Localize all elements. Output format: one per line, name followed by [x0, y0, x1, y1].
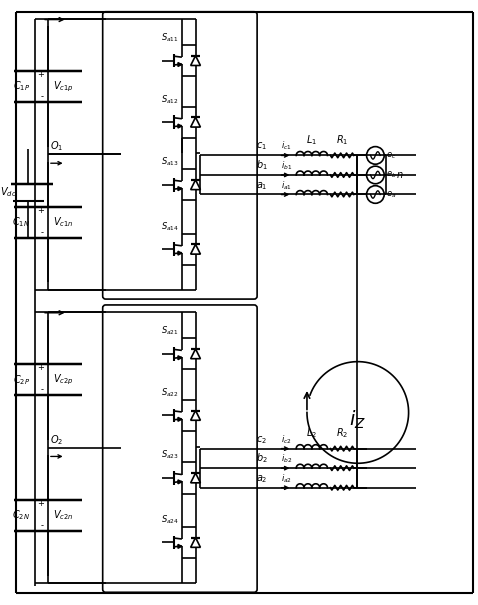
- Text: $a_2$: $a_2$: [256, 473, 268, 485]
- Text: $c_2$: $c_2$: [256, 434, 267, 446]
- Text: $i_{a1}$: $i_{a1}$: [281, 179, 292, 192]
- Polygon shape: [178, 356, 182, 360]
- Text: $R_2$: $R_2$: [336, 426, 348, 440]
- Polygon shape: [191, 473, 200, 483]
- Polygon shape: [178, 480, 182, 484]
- Text: $V_{c1n}$: $V_{c1n}$: [53, 215, 74, 229]
- Text: -: -: [41, 521, 44, 530]
- Text: $b_1$: $b_1$: [256, 159, 268, 172]
- FancyBboxPatch shape: [110, 310, 250, 587]
- Text: $b_2$: $b_2$: [256, 451, 268, 465]
- Text: $S_{a22}$: $S_{a22}$: [161, 386, 179, 399]
- Text: $S_{a21}$: $S_{a21}$: [161, 325, 179, 337]
- Polygon shape: [178, 417, 182, 421]
- Text: $V_{c1p}$: $V_{c1p}$: [53, 79, 74, 94]
- Text: +: +: [37, 70, 44, 79]
- Text: $O_2$: $O_2$: [50, 433, 63, 446]
- Polygon shape: [191, 411, 200, 420]
- Text: +: +: [37, 499, 44, 508]
- Text: $S_{a23}$: $S_{a23}$: [161, 449, 179, 462]
- Text: $c_1$: $c_1$: [256, 141, 267, 152]
- Text: $V_{dc}$: $V_{dc}$: [0, 186, 17, 200]
- Text: $O_1$: $O_1$: [50, 140, 63, 154]
- Text: $C_{1P}$: $C_{1P}$: [13, 80, 31, 93]
- Text: $e_c$: $e_c$: [386, 150, 396, 161]
- Text: $S_{a12}$: $S_{a12}$: [161, 93, 179, 105]
- Polygon shape: [191, 56, 200, 65]
- Text: $C_{2N}$: $C_{2N}$: [12, 509, 31, 523]
- FancyBboxPatch shape: [119, 22, 241, 289]
- Text: $a_1$: $a_1$: [256, 180, 268, 192]
- Text: $e_a$: $e_a$: [386, 189, 396, 200]
- Polygon shape: [178, 62, 182, 67]
- Text: $V_{c2p}$: $V_{c2p}$: [53, 373, 74, 387]
- Text: $i_{b1}$: $i_{b1}$: [281, 160, 292, 172]
- FancyBboxPatch shape: [103, 11, 257, 299]
- Text: $C_{1N}$: $C_{1N}$: [12, 215, 31, 229]
- Polygon shape: [191, 244, 200, 254]
- Text: $i_{c2}$: $i_{c2}$: [281, 433, 291, 446]
- Text: $S_{a24}$: $S_{a24}$: [161, 513, 179, 526]
- Polygon shape: [191, 349, 200, 359]
- Polygon shape: [178, 187, 182, 191]
- Polygon shape: [178, 124, 182, 128]
- Text: $i_Z$: $i_Z$: [349, 409, 366, 431]
- Polygon shape: [178, 251, 182, 255]
- FancyBboxPatch shape: [103, 305, 257, 592]
- FancyBboxPatch shape: [110, 16, 250, 294]
- Polygon shape: [178, 544, 182, 548]
- Text: $R_1$: $R_1$: [336, 133, 348, 146]
- Text: $i_{c1}$: $i_{c1}$: [281, 140, 291, 152]
- Text: +: +: [37, 206, 44, 215]
- Text: $n$: $n$: [396, 170, 403, 180]
- Text: $S_{a13}$: $S_{a13}$: [161, 155, 179, 168]
- Text: $L_1$: $L_1$: [306, 133, 317, 146]
- Text: $C_{2P}$: $C_{2P}$: [13, 373, 31, 387]
- Text: $S_{a11}$: $S_{a11}$: [161, 31, 179, 44]
- Text: +: +: [37, 364, 44, 373]
- Text: -: -: [41, 92, 44, 101]
- Polygon shape: [191, 180, 200, 189]
- Text: $L_2$: $L_2$: [306, 426, 317, 440]
- Polygon shape: [191, 117, 200, 127]
- Text: -: -: [41, 227, 44, 237]
- Polygon shape: [191, 538, 200, 548]
- Text: -: -: [41, 385, 44, 394]
- Text: $i_{a2}$: $i_{a2}$: [281, 473, 292, 485]
- Text: $i_{b2}$: $i_{b2}$: [281, 453, 292, 465]
- Text: $e_b$: $e_b$: [386, 169, 397, 180]
- Text: $V_{c2n}$: $V_{c2n}$: [53, 509, 74, 523]
- FancyBboxPatch shape: [119, 315, 241, 583]
- Text: $S_{a14}$: $S_{a14}$: [161, 220, 179, 232]
